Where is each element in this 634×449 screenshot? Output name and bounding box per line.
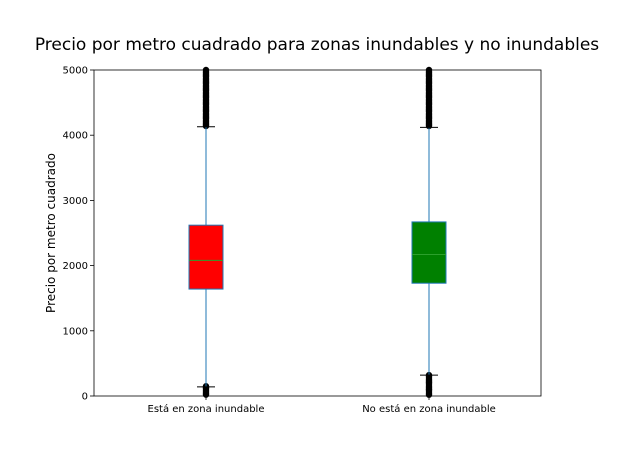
x-tick-label: Está en zona inundable	[148, 403, 265, 415]
y-tick-label: 1000	[63, 326, 88, 337]
y-tick-label: 4000	[63, 131, 88, 142]
y-tick-label: 5000	[63, 66, 88, 77]
flood-zone-box	[188, 224, 224, 290]
x-tick-label: No está en zona inundable	[362, 403, 496, 415]
y-tick-label: 3000	[63, 196, 88, 207]
y-axis-label: Precio por metro cuadrado	[44, 153, 58, 313]
plot-frame	[93, 69, 542, 397]
non-flood-zone-box	[411, 221, 447, 284]
non-flood-zone-low-outlier-point	[425, 391, 433, 398]
y-tick-label: 0	[82, 392, 88, 403]
chart-title: Precio por metro cuadrado para zonas inu…	[35, 35, 599, 55]
flood-zone-low-outlier-point	[202, 391, 210, 398]
plot-area: 0 1000 2000 3000 4000 5000 Está en zona inunda…	[63, 66, 542, 415]
y-tick-label: 2000	[63, 261, 88, 272]
flood-zone-high-outlier-point	[202, 122, 210, 130]
